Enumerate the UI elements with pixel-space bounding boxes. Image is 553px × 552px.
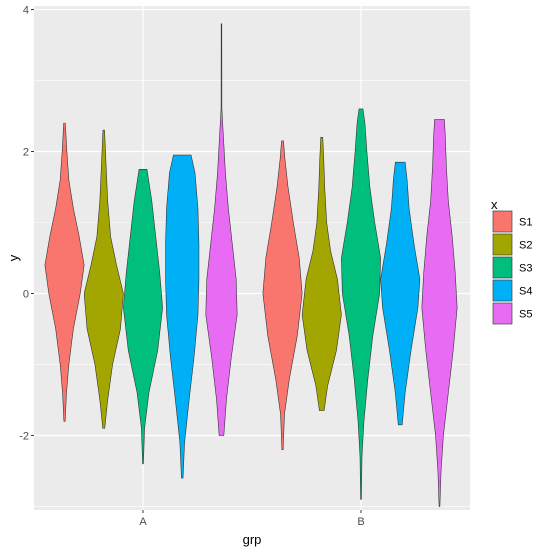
violin-s4-b xyxy=(380,161,421,426)
legend-label-s4: S4 xyxy=(519,286,532,298)
violin-s5-a xyxy=(205,23,238,436)
x-tick-label: A xyxy=(139,516,147,528)
x-axis-title: grp xyxy=(243,532,262,547)
violin-s2-a xyxy=(83,129,124,429)
legend-swatch-s2 xyxy=(492,233,513,256)
violin-s3-b xyxy=(341,108,381,500)
y-tick-label: 2 xyxy=(23,147,29,159)
violin-s1-a xyxy=(44,122,85,422)
violin-s2-b xyxy=(301,137,342,411)
legend-label-s2: S2 xyxy=(519,240,532,252)
legend: x S1 S2 S3 S4 S5 xyxy=(491,197,532,326)
legend-label-s1: S1 xyxy=(519,217,532,229)
x-tick-label: B xyxy=(357,516,364,528)
legend-swatch-s5 xyxy=(492,302,513,325)
y-tick-label: -2 xyxy=(19,430,29,442)
legend-title: x xyxy=(491,197,498,212)
y-axis-title: y xyxy=(6,254,21,261)
legend-swatch-s1 xyxy=(492,210,513,233)
legend-label-s3: S3 xyxy=(519,263,532,275)
legend-swatch-s4 xyxy=(492,279,513,302)
legend-swatch-s3 xyxy=(492,256,513,279)
y-tick-label: 0 xyxy=(23,288,29,300)
y-tick-label: 4 xyxy=(23,5,29,17)
violins xyxy=(44,23,458,507)
violin-s5-b xyxy=(421,119,458,507)
y-axis: -2 0 2 4 xyxy=(19,5,34,442)
violin-s1-b xyxy=(262,140,303,450)
violin-s4-a xyxy=(165,154,200,479)
violin-s3-a xyxy=(123,168,163,465)
legend-label-s5: S5 xyxy=(519,309,532,321)
